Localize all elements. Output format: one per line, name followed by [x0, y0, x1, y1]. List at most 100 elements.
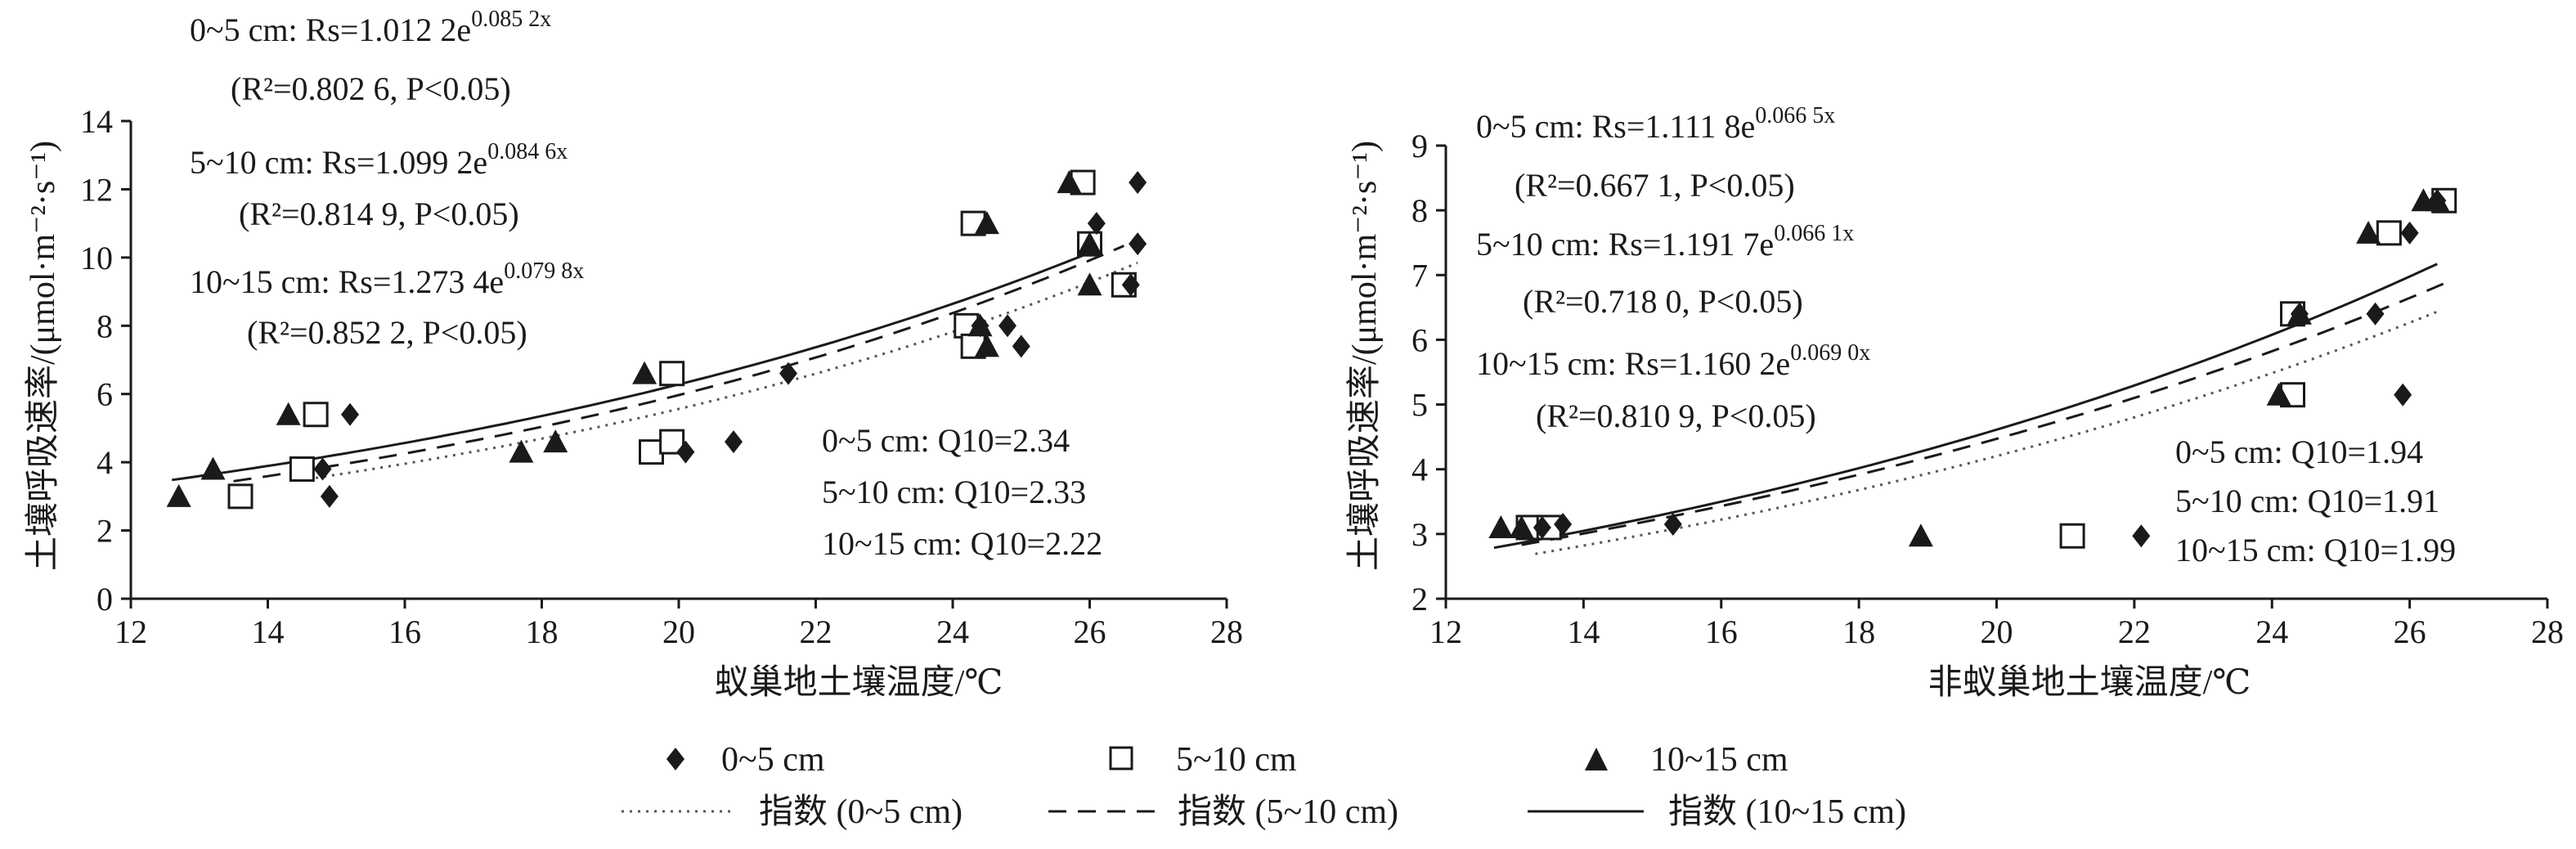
data-point-triangle [2356, 220, 2381, 244]
y-tick-label: 9 [1411, 128, 1428, 164]
legend-label: 10~15 cm [1650, 741, 1788, 779]
data-point-triangle [543, 429, 568, 453]
data-point-triangle [1488, 514, 1514, 538]
data-point-diamond [2428, 189, 2447, 213]
legend: 0~5 cm 5~10 cm 10~15 cm 指数 (0~5 cm) 指数 (… [622, 741, 1906, 831]
equation-right-2: 10~15 cm: Rs=1.160 2e0.069 0x [1476, 340, 1870, 382]
data-point-diamond [1129, 171, 1147, 195]
y-tick-label: 14 [80, 103, 113, 140]
data-point-diamond [999, 314, 1016, 338]
equation-exponent: 0.079 8x [504, 258, 584, 284]
data-point-square [227, 483, 254, 510]
x-tick-label: 14 [1567, 613, 1600, 650]
y-tick-label: 4 [96, 444, 113, 481]
legend-item-10-15cm: 10~15 cm [1585, 741, 1788, 779]
y-tick-label: 10 [80, 240, 113, 276]
x-tick-label: 16 [1705, 613, 1738, 650]
legend-item-5-10cm: 5~10 cm [1109, 741, 1297, 779]
legend-label: 5~10 cm [1176, 741, 1297, 779]
fit-curve-solid [171, 251, 1091, 482]
data-point-diamond [1012, 335, 1030, 358]
data-point-triangle [1908, 523, 1933, 547]
fit-curve-dashed [1521, 282, 2445, 546]
data-point-diamond [971, 314, 990, 338]
data-point-diamond [1121, 273, 1140, 297]
x-tick-label: 20 [662, 613, 695, 650]
data-point-diamond [2132, 524, 2151, 548]
equation-stats-right-1: (R²=0.718 0, P<0.05) [1523, 283, 1803, 320]
x-axis-label-right: 非蚁巢地土壤温度/℃ [1928, 663, 2251, 702]
triangle-marker-icon [1585, 748, 1608, 770]
q10-left-2: 10~15 cm: Q10=2.22 [822, 525, 1102, 562]
legend-fit-10-15cm: 指数 (10~15 cm) [1528, 793, 1906, 831]
fit-curve-dashed [233, 245, 1124, 483]
equation-main: 10~15 cm: Rs=1.273 4e [190, 263, 504, 300]
x-tick-label: 22 [2118, 613, 2151, 650]
data-point-diamond [2366, 302, 2385, 326]
square-marker-icon [1109, 746, 1133, 770]
equation-stats-left-0: (R²=0.802 6, P<0.05) [231, 70, 511, 107]
fit-curves-right [1493, 263, 2445, 555]
x-axis-label-left: 蚁巢地土壤温度/℃ [715, 663, 1003, 702]
q10-right-1: 5~10 cm: Q10=1.91 [2175, 483, 2439, 519]
data-point-square [289, 456, 315, 482]
data-point-diamond [725, 430, 743, 454]
x-tick-label: 28 [1210, 613, 1243, 650]
data-point-diamond [1129, 232, 1147, 256]
legend-label: 指数 (5~10 cm) [1178, 793, 1398, 831]
data-point-triangle [974, 211, 999, 235]
q10-right-2: 10~15 cm: Q10=1.99 [2175, 532, 2456, 568]
y-tick-label: 2 [1411, 581, 1428, 618]
legend-fit-0-5cm: 指数 (0~5 cm) [622, 793, 963, 831]
legend-label: 指数 (10~15 cm) [1668, 793, 1906, 831]
data-point-square [2059, 523, 2085, 549]
data-point-triangle [632, 361, 657, 384]
data-point-diamond [2290, 302, 2309, 326]
equation-exponent: 0.085 2x [471, 7, 551, 32]
data-points-left [166, 169, 1147, 510]
equation-main: 5~10 cm: Rs=1.191 7e [1476, 226, 1774, 263]
y-axis-label-right: 土壤呼吸速率/(μmol·m⁻²·s⁻¹) [1345, 141, 1384, 571]
x-tick-label: 18 [1842, 613, 1875, 650]
y-tick-label: 5 [1411, 387, 1428, 424]
x-tick-label: 16 [388, 613, 421, 650]
equation-exponent: 0.066 5x [1755, 103, 1835, 128]
equation-block-left: 0~5 cm: Rs=1.012 2e0.085 2x (R²=0.802 6,… [190, 7, 584, 351]
legend-label: 0~5 cm [721, 741, 825, 779]
equation-left-0: 0~5 cm: Rs=1.012 2e0.085 2x [190, 7, 551, 48]
data-point-triangle [509, 439, 534, 463]
fit-curve-dotted [315, 261, 1138, 479]
y-tick-label: 8 [96, 308, 113, 344]
x-tick-label: 26 [2394, 613, 2426, 650]
data-point-diamond [676, 440, 695, 464]
data-point-triangle [1077, 272, 1102, 296]
equation-left-1: 5~10 cm: Rs=1.099 2e0.084 6x [190, 139, 568, 181]
equation-left-2: 10~15 cm: Rs=1.273 4e0.079 8x [190, 258, 584, 300]
fit-curve-solid [1493, 263, 2438, 550]
equation-main: 0~5 cm: Rs=1.111 8e [1476, 108, 1755, 145]
y-tick-label: 12 [80, 171, 113, 208]
equation-exponent: 0.069 0x [1790, 340, 1870, 366]
q10-block-left: 0~5 cm: Q10=2.34 5~10 cm: Q10=2.33 10~15… [822, 422, 1102, 562]
equation-main: 0~5 cm: Rs=1.012 2e [190, 11, 471, 48]
fit-curves-left [171, 245, 1138, 483]
data-point-square [1070, 169, 1096, 195]
x-tick-label: 14 [252, 613, 285, 650]
data-point-diamond [1663, 512, 1682, 536]
equation-exponent: 0.066 1x [1774, 221, 1854, 246]
diamond-marker-icon [666, 748, 684, 770]
data-point-triangle [200, 456, 226, 480]
y-axis-label-left: 土壤呼吸速率/(μmol·m⁻²·s⁻¹) [24, 141, 62, 571]
data-point-square [2376, 220, 2402, 246]
x-tick-label: 12 [1429, 613, 1462, 650]
data-point-triangle [1077, 231, 1102, 255]
y-tick-label: 6 [96, 376, 113, 413]
axes-right: 12 14 16 18 20 22 24 26 28 2 3 4 5 6 7 8 9 [1411, 128, 2564, 650]
data-point-square [303, 402, 329, 428]
data-point-diamond [341, 402, 359, 426]
data-point-triangle [2266, 382, 2291, 406]
y-tick-label: 8 [1411, 192, 1428, 229]
y-tick-label: 0 [96, 581, 113, 618]
